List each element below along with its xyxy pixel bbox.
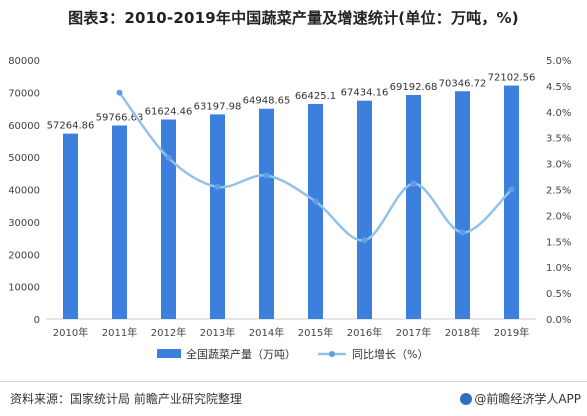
y-left-tick-label: 50000 bbox=[8, 153, 40, 164]
bar bbox=[455, 91, 470, 319]
x-tick-label: 2013年 bbox=[200, 326, 235, 339]
legend-line-label: 同比增长（%） bbox=[352, 347, 428, 361]
bar-value-label: 59766.63 bbox=[96, 113, 144, 124]
chart-title: 图表3：2010-2019年中国蔬菜产量及增速统计(单位：万吨，%) bbox=[68, 9, 519, 27]
y-left-tick-label: 10000 bbox=[8, 283, 40, 294]
bar bbox=[357, 100, 372, 319]
bar bbox=[161, 119, 176, 319]
x-tick-label: 2014年 bbox=[249, 326, 284, 339]
growth-point bbox=[459, 229, 466, 236]
brand-credit: @前瞻经济学人APP bbox=[460, 390, 581, 407]
y-left-tick-label: 70000 bbox=[8, 88, 40, 99]
growth-point bbox=[410, 180, 417, 187]
bar-value-label: 57264.86 bbox=[47, 121, 95, 132]
legend-bar-label: 全国蔬菜产量（万吨） bbox=[186, 347, 296, 361]
x-tick-label: 2016年 bbox=[347, 326, 382, 339]
bar bbox=[308, 103, 323, 320]
x-tick-label: 2019年 bbox=[494, 326, 529, 339]
y-right-tick-label: 2.0% bbox=[546, 211, 571, 222]
y-right-tick-label: 0.0% bbox=[546, 315, 571, 326]
growth-line bbox=[118, 91, 513, 242]
x-tick-label: 2012年 bbox=[151, 326, 186, 339]
y-left-tick-label: 20000 bbox=[8, 250, 40, 261]
brand-text: @前瞻经济学人APP bbox=[474, 392, 581, 406]
y-right-tick-label: 5.0% bbox=[546, 56, 571, 67]
brand-logo-icon bbox=[460, 393, 473, 405]
y-right-tick-label: 2.5% bbox=[546, 186, 571, 197]
bar bbox=[210, 114, 225, 319]
x-tick-label: 2018年 bbox=[445, 326, 480, 339]
growth-point bbox=[116, 89, 123, 96]
y-right-tick-label: 3.0% bbox=[546, 160, 571, 171]
growth-point bbox=[312, 198, 319, 205]
growth-point bbox=[263, 172, 270, 179]
x-tick-label: 2015年 bbox=[298, 326, 333, 339]
bar-value-label: 72102.56 bbox=[488, 73, 536, 84]
x-tick-label: 2017年 bbox=[396, 326, 431, 339]
bar bbox=[112, 125, 127, 319]
y-right-tick-label: 4.5% bbox=[546, 82, 571, 93]
legend-bar-swatch bbox=[157, 349, 181, 358]
bar bbox=[63, 133, 78, 319]
source-note: 资料来源：国家统计局 前瞻产业研究院整理 bbox=[10, 392, 242, 406]
footer: 资料来源：国家统计局 前瞻产业研究院整理 @前瞻经济学人APP bbox=[0, 381, 587, 416]
x-tick-label: 2010年 bbox=[53, 326, 88, 339]
bar-value-label: 61624.46 bbox=[145, 106, 193, 117]
y-right-tick-label: 4.0% bbox=[546, 108, 571, 119]
bar bbox=[504, 85, 519, 319]
bar-value-label: 69192.68 bbox=[390, 82, 438, 93]
bar-value-label: 63197.98 bbox=[194, 101, 242, 112]
y-left-tick-label: 0 bbox=[34, 315, 40, 326]
y-right-tick-label: 0.5% bbox=[546, 289, 571, 300]
bar-value-label: 66425.1 bbox=[295, 91, 336, 102]
x-tick-label: 2011年 bbox=[102, 326, 137, 339]
bar-value-label: 70346.72 bbox=[439, 78, 487, 89]
y-right-tick-label: 1.0% bbox=[546, 263, 571, 274]
legend-line-marker bbox=[329, 351, 335, 357]
y-left-tick-label: 40000 bbox=[8, 186, 40, 197]
bar bbox=[259, 108, 274, 319]
bar bbox=[406, 94, 421, 319]
growth-point bbox=[165, 154, 172, 161]
growth-point bbox=[214, 183, 221, 190]
chart: 0 10000 20000 30000 40000 50000 60000 70000 8000… bbox=[8, 56, 571, 361]
y-right-tick-label: 1.5% bbox=[546, 237, 571, 248]
bar-value-label: 67434.16 bbox=[341, 88, 389, 99]
y-right-tick-label: 3.5% bbox=[546, 134, 571, 145]
growth-point bbox=[508, 186, 515, 193]
y-left-tick-label: 80000 bbox=[8, 56, 40, 67]
y-left-tick-label: 30000 bbox=[8, 218, 40, 229]
y-left-tick-label: 60000 bbox=[8, 121, 40, 132]
growth-point bbox=[361, 237, 368, 244]
bar-value-label: 64948.65 bbox=[243, 96, 291, 107]
